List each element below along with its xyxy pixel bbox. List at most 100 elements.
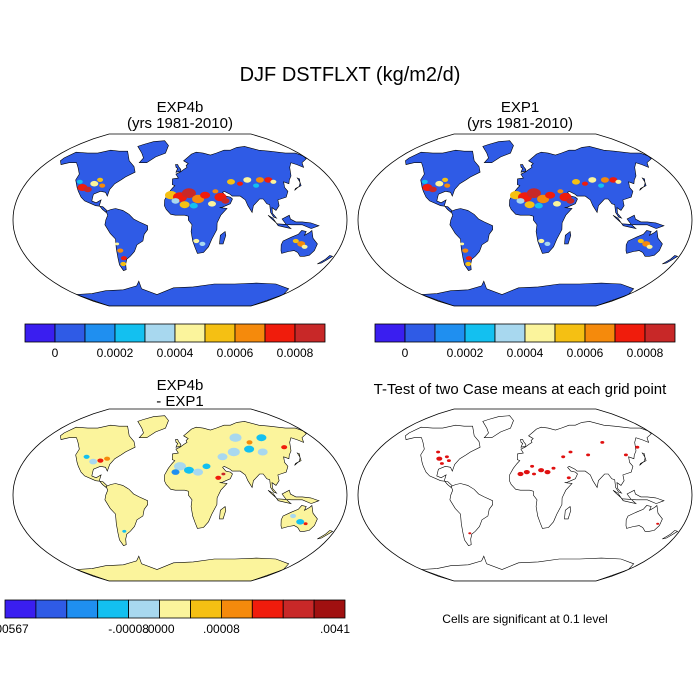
colorbar-segment [220, 599, 253, 619]
land-north-america [405, 424, 481, 488]
high-flux-cell [83, 186, 92, 193]
high-flux-cell [545, 191, 556, 199]
high-flux-cell [421, 179, 428, 184]
land-uk [175, 439, 182, 448]
difference-cell [215, 475, 222, 480]
land-south-america [104, 483, 149, 546]
map-layer [60, 140, 334, 306]
panel-title-line1: EXP1 [500, 99, 540, 116]
difference-cell [227, 447, 240, 457]
colorbar-tick-label: 0.0008 [277, 346, 314, 360]
land-south-america [104, 208, 149, 271]
difference-cell [202, 463, 211, 470]
colorbar-segment [66, 599, 99, 619]
high-flux-cell [534, 202, 543, 209]
difference-cell [89, 458, 98, 465]
high-flux-cell [264, 177, 273, 183]
colorbar-segment [404, 323, 436, 343]
high-flux-cell [465, 261, 472, 267]
land-north-america [405, 149, 481, 213]
land-greenland [137, 415, 169, 439]
colorbar-segment [644, 323, 676, 343]
difference-cell [229, 433, 242, 442]
map-border [357, 408, 693, 582]
colorbar-exp1: 0 0.0002 0.0004 0.0006 0.0008 [374, 323, 676, 360]
high-flux-cell [609, 177, 618, 183]
land-japan [639, 177, 647, 191]
significant-cell [551, 466, 556, 470]
high-flux-cell [442, 177, 449, 182]
significant-cell [566, 476, 571, 480]
colorbar-segment [190, 599, 222, 619]
map-difference [12, 408, 348, 582]
high-flux-cell [76, 179, 83, 184]
colorbar-exp4b: 0 0.0002 0.0004 0.0006 0.0008 [24, 323, 326, 360]
high-flux-cell [253, 183, 260, 188]
colorbar-tick-label: .00008 [203, 622, 240, 636]
difference-cell [171, 469, 180, 475]
difference-cell [244, 445, 255, 453]
colorbar-segment [24, 323, 56, 343]
map-exp4b [12, 133, 348, 307]
high-flux-cell [538, 238, 545, 244]
land-madagascar [219, 230, 227, 245]
high-flux-cell [526, 188, 541, 199]
land-antarctica [76, 555, 290, 581]
land-africa-eurasia [509, 421, 652, 529]
land-africa-eurasia [509, 146, 652, 254]
land-antarctica [421, 555, 635, 581]
difference-cell [296, 519, 305, 525]
panel-title-exp1: EXP1 (yrs 1981-2010) [370, 100, 670, 132]
colorbar-tick-label: 0.0002 [447, 346, 484, 360]
land-antarctica [421, 280, 635, 306]
land-indonesia [267, 214, 320, 230]
colorbar-tick-label: 0.0006 [567, 346, 604, 360]
significant-cell [530, 464, 535, 468]
map-border [12, 133, 348, 307]
high-flux-cell [444, 183, 451, 188]
high-flux-cell [237, 181, 243, 186]
significant-cell [532, 472, 536, 476]
land-africa-eurasia [164, 421, 307, 529]
colorbar-segment [234, 323, 266, 343]
high-flux-cell [199, 241, 206, 246]
difference-cell [257, 448, 268, 456]
land-north-america [60, 424, 136, 488]
high-flux-cell [115, 242, 120, 246]
panel-title-line2: (yrs 1981-2010) [127, 115, 233, 132]
panel-title-exp4b: EXP4b (yrs 1981-2010) [30, 100, 330, 132]
land-north-america [60, 149, 136, 213]
significant-cell [436, 456, 443, 461]
significant-cell [568, 450, 573, 454]
high-flux-cell [227, 179, 235, 185]
difference-cell [290, 513, 297, 519]
significant-cell [544, 470, 551, 475]
colorbar-tick-label: 0.0002 [97, 346, 134, 360]
panel-title-line1: T-Test of two Case means at each grid po… [373, 381, 667, 398]
high-flux-cell [193, 238, 200, 244]
difference-cell [281, 445, 288, 450]
land-japan [294, 177, 302, 191]
colorbar-segment [97, 599, 129, 619]
colorbar-segment [464, 323, 496, 343]
high-flux-cell [221, 198, 230, 204]
high-flux-cell [615, 179, 622, 184]
high-flux-cell [646, 244, 653, 249]
high-flux-cell [99, 183, 106, 188]
difference-cell [83, 454, 90, 459]
significant-cell [439, 462, 444, 465]
difference-cell [217, 453, 228, 461]
high-flux-cell [598, 183, 605, 188]
colorbar-segment [174, 323, 206, 343]
significant-cell [444, 455, 449, 459]
difference-cell [174, 462, 186, 471]
colorbar-segment [584, 323, 616, 343]
land-new-zealand [317, 530, 334, 540]
land-indonesia [612, 489, 665, 505]
land-uk [520, 439, 527, 448]
colorbar-segment [35, 599, 68, 619]
land-indonesia [612, 214, 665, 230]
colorbar-segment [554, 323, 586, 343]
significant-cell [523, 470, 530, 475]
high-flux-cell [460, 242, 465, 246]
